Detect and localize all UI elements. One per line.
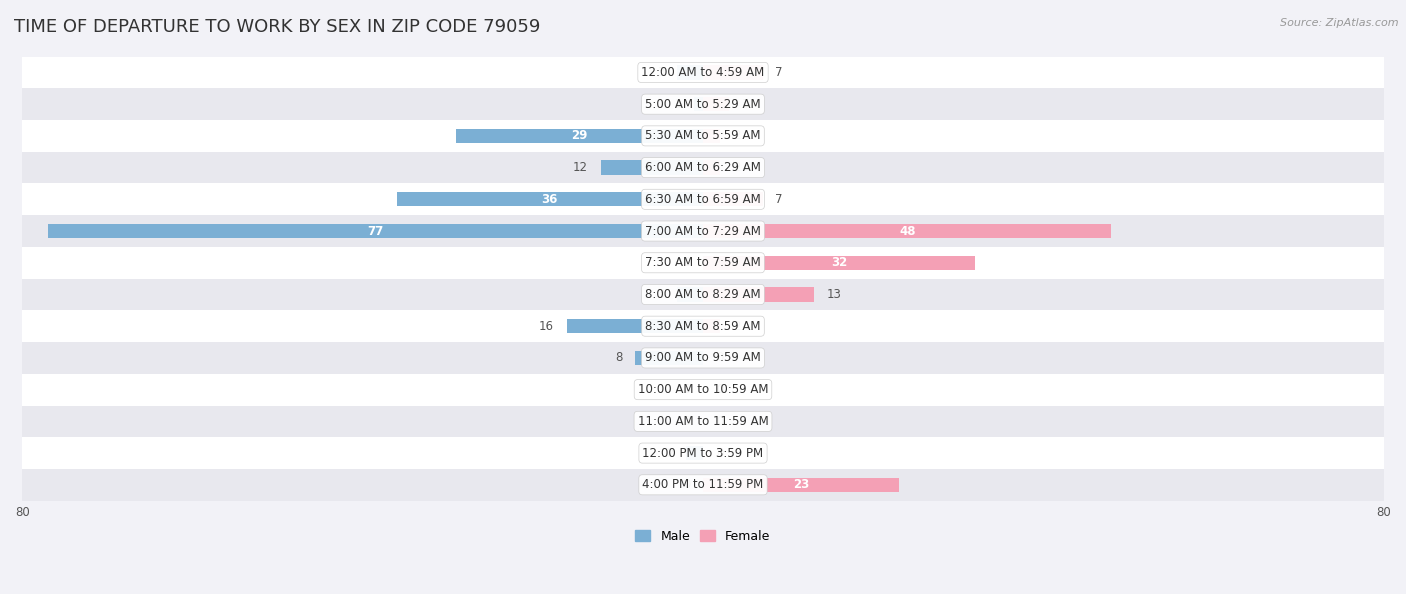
- Text: 9:00 AM to 9:59 AM: 9:00 AM to 9:59 AM: [645, 352, 761, 365]
- Text: 3: 3: [658, 288, 665, 301]
- Bar: [678, 287, 703, 302]
- Bar: [703, 160, 720, 175]
- Bar: [22, 56, 1384, 89]
- Text: 11:00 AM to 11:59 AM: 11:00 AM to 11:59 AM: [638, 415, 768, 428]
- Text: 5:30 AM to 5:59 AM: 5:30 AM to 5:59 AM: [645, 129, 761, 143]
- Bar: [22, 310, 1384, 342]
- Text: 36: 36: [541, 193, 558, 206]
- Bar: [22, 247, 1384, 279]
- Bar: [22, 215, 1384, 247]
- Text: 0: 0: [683, 383, 690, 396]
- Bar: [703, 224, 1111, 238]
- Text: 0: 0: [716, 383, 723, 396]
- Text: 1: 1: [675, 97, 682, 110]
- Text: 10:00 AM to 10:59 AM: 10:00 AM to 10:59 AM: [638, 383, 768, 396]
- Text: 5:00 AM to 5:29 AM: 5:00 AM to 5:29 AM: [645, 97, 761, 110]
- Bar: [703, 478, 898, 492]
- Bar: [678, 65, 703, 80]
- Legend: Male, Female: Male, Female: [630, 525, 776, 548]
- Text: Source: ZipAtlas.com: Source: ZipAtlas.com: [1281, 18, 1399, 28]
- Text: 0: 0: [683, 256, 690, 269]
- Bar: [22, 469, 1384, 501]
- Bar: [703, 192, 762, 207]
- Text: 8: 8: [614, 352, 623, 365]
- Text: 12: 12: [574, 161, 588, 174]
- Text: 16: 16: [538, 320, 554, 333]
- Text: 4:00 PM to 11:59 PM: 4:00 PM to 11:59 PM: [643, 478, 763, 491]
- Text: 48: 48: [898, 225, 915, 238]
- Text: 0: 0: [716, 352, 723, 365]
- Bar: [695, 97, 703, 111]
- Bar: [22, 184, 1384, 215]
- Bar: [636, 351, 703, 365]
- Text: 6:30 AM to 6:59 AM: 6:30 AM to 6:59 AM: [645, 193, 761, 206]
- Text: 2: 2: [733, 320, 741, 333]
- Bar: [703, 319, 720, 333]
- Text: 3: 3: [658, 66, 665, 79]
- Text: 2: 2: [733, 129, 741, 143]
- Bar: [600, 160, 703, 175]
- Bar: [703, 255, 976, 270]
- Text: 2: 2: [665, 447, 673, 460]
- Bar: [703, 65, 762, 80]
- Text: 2: 2: [733, 161, 741, 174]
- Text: 12:00 AM to 4:59 AM: 12:00 AM to 4:59 AM: [641, 66, 765, 79]
- Bar: [703, 129, 720, 143]
- Text: TIME OF DEPARTURE TO WORK BY SEX IN ZIP CODE 79059: TIME OF DEPARTURE TO WORK BY SEX IN ZIP …: [14, 18, 540, 36]
- Bar: [703, 97, 728, 111]
- Text: 23: 23: [793, 478, 808, 491]
- Text: 0: 0: [716, 447, 723, 460]
- Bar: [22, 151, 1384, 184]
- Bar: [22, 437, 1384, 469]
- Text: 7: 7: [775, 193, 783, 206]
- Bar: [22, 279, 1384, 310]
- Bar: [48, 224, 703, 238]
- Text: 6:00 AM to 6:29 AM: 6:00 AM to 6:29 AM: [645, 161, 761, 174]
- Bar: [396, 192, 703, 207]
- Bar: [567, 319, 703, 333]
- Text: 3: 3: [741, 97, 748, 110]
- Text: 7: 7: [775, 66, 783, 79]
- Bar: [22, 89, 1384, 120]
- Text: 8:30 AM to 8:59 AM: 8:30 AM to 8:59 AM: [645, 320, 761, 333]
- Text: 8:00 AM to 8:29 AM: 8:00 AM to 8:29 AM: [645, 288, 761, 301]
- Text: 12:00 PM to 3:59 PM: 12:00 PM to 3:59 PM: [643, 447, 763, 460]
- Bar: [22, 120, 1384, 151]
- Text: 0: 0: [683, 478, 690, 491]
- Text: 7:00 AM to 7:29 AM: 7:00 AM to 7:29 AM: [645, 225, 761, 238]
- Text: 29: 29: [571, 129, 588, 143]
- Bar: [703, 287, 814, 302]
- Text: 0: 0: [683, 415, 690, 428]
- Bar: [22, 342, 1384, 374]
- Bar: [22, 406, 1384, 437]
- Text: 13: 13: [827, 288, 841, 301]
- Text: 0: 0: [716, 415, 723, 428]
- Bar: [686, 446, 703, 460]
- Text: 32: 32: [831, 256, 848, 269]
- Text: 77: 77: [367, 225, 384, 238]
- Bar: [457, 129, 703, 143]
- Bar: [22, 374, 1384, 406]
- Text: 7:30 AM to 7:59 AM: 7:30 AM to 7:59 AM: [645, 256, 761, 269]
